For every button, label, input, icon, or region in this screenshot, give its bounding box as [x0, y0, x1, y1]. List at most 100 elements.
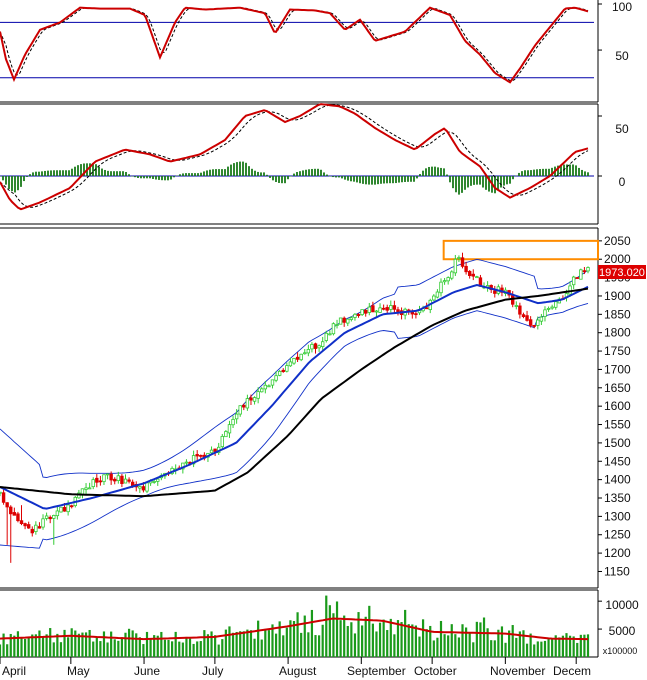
candle-body: [234, 413, 239, 420]
candle-body: [152, 481, 156, 483]
macd-histogram-bar: [158, 176, 160, 180]
volume-bar: [321, 624, 324, 657]
volume-bar: [27, 637, 30, 657]
macd-histogram-bar: [485, 176, 487, 190]
macd-histogram-bar: [557, 165, 559, 176]
macd-histogram-bar: [401, 176, 403, 183]
macd-histogram-bar: [329, 176, 331, 177]
macd-histogram-bar: [131, 175, 133, 177]
candle-body: [439, 281, 443, 294]
candle-body: [335, 324, 339, 326]
volume-bar: [414, 625, 418, 657]
macd-histogram-bar: [26, 176, 28, 177]
price-tick-2050: 2050: [604, 234, 631, 248]
candle-body: [586, 267, 590, 272]
macd-histogram-bar: [533, 169, 535, 176]
panel-frames: [0, 0, 599, 664]
volume-bar: [70, 628, 73, 657]
volume-bar: [88, 629, 91, 657]
candle-body: [392, 305, 397, 310]
macd-histogram-bar: [494, 176, 496, 194]
volume-bar: [282, 635, 285, 657]
candle-body: [199, 454, 203, 457]
macd-histogram-bar: [269, 176, 271, 178]
volume-tick-5000: 5000: [609, 624, 636, 638]
volume-bar: [335, 601, 339, 657]
candle-body: [414, 313, 418, 316]
macd-histogram-bar: [35, 171, 37, 176]
candle-body: [514, 305, 518, 307]
candle-body: [34, 524, 38, 532]
candle-body: [16, 513, 20, 522]
macd-histogram-bar: [203, 171, 205, 176]
macd-histogram-bar: [539, 169, 541, 176]
macd-histogram-bar: [422, 170, 424, 176]
volume-bar: [404, 609, 407, 657]
macd-histogram-bar: [272, 176, 274, 181]
macd-histogram-bar: [101, 168, 103, 176]
volume-bar: [0, 644, 2, 657]
macd-histogram-bar: [314, 168, 316, 176]
macd-histogram-bar: [416, 176, 418, 179]
macd-histogram-bar: [38, 171, 40, 176]
volume-bar: [2, 633, 5, 657]
volume-bar: [450, 624, 453, 657]
macd-histogram-bar: [347, 176, 349, 181]
macd-histogram-bar: [110, 171, 112, 176]
candle-body: [579, 269, 583, 280]
candle-body: [281, 369, 285, 373]
macd-histogram-bar: [449, 176, 451, 183]
macd-histogram-bar: [11, 176, 13, 192]
macd-histogram-bar: [215, 169, 217, 176]
volume-bar: [328, 605, 331, 657]
candle-body: [292, 357, 296, 364]
macd-histogram-bar: [497, 176, 499, 191]
macd-histogram-bar: [230, 164, 232, 176]
volume-bar: [339, 620, 342, 657]
macd-histogram-bar: [356, 176, 358, 183]
volume-bar: [343, 615, 346, 657]
candle-body: [435, 291, 440, 298]
macd-histogram-bar: [134, 176, 136, 178]
volume-bar: [199, 641, 202, 657]
candle-body: [356, 314, 361, 317]
candle-body: [274, 375, 278, 381]
macd-histogram-bar: [194, 173, 196, 176]
volume-bar: [454, 634, 457, 657]
volume-bar: [475, 621, 478, 657]
volume-bar: [296, 612, 299, 657]
candle-body: [70, 505, 74, 508]
candle-body: [267, 385, 271, 388]
volume-bar: [572, 636, 575, 657]
macd-histogram-bar: [218, 169, 220, 176]
macd-histogram-bar: [47, 170, 49, 176]
candle-body: [317, 345, 321, 349]
volume-bar: [274, 633, 278, 657]
volume-bar: [127, 628, 131, 657]
volume-bar: [178, 641, 181, 657]
volume-bar: [120, 637, 124, 657]
macd-histogram-bar: [521, 171, 523, 176]
candle-body: [346, 318, 350, 324]
month-label-may: May: [67, 664, 90, 678]
volume-bar: [515, 637, 518, 657]
stochastic-panel: 100 50: [612, 0, 632, 63]
candle-body: [324, 332, 328, 341]
volume-bar: [447, 635, 450, 657]
volume-bar: [457, 637, 461, 657]
macd-histogram-bar: [239, 161, 241, 176]
macd-histogram-bar: [206, 170, 208, 176]
macd-signal-line: [0, 104, 589, 208]
volume-bar: [378, 622, 382, 657]
macd-histogram-bar: [152, 176, 154, 179]
candle-body: [349, 317, 354, 320]
macd-histogram-bar: [338, 176, 340, 178]
macd-histogram-bar: [317, 168, 319, 176]
macd-histogram-bar: [293, 173, 295, 176]
macd-histogram-bar: [584, 171, 586, 176]
volume-bar: [224, 629, 227, 657]
candle-body: [231, 418, 235, 426]
volume-bar: [493, 640, 496, 657]
volume-bar: [239, 631, 242, 657]
macd-histogram-bar: [431, 166, 433, 176]
